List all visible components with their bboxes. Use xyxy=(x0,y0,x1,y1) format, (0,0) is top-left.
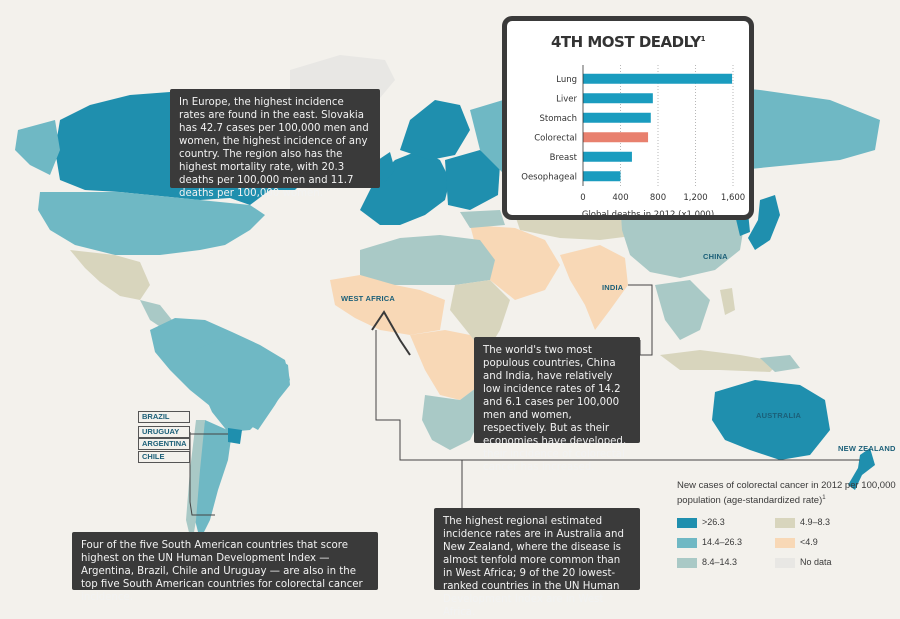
chart-bar xyxy=(583,112,651,123)
region-australia xyxy=(712,380,830,460)
legend-swatch xyxy=(775,537,795,548)
label-uruguay: URUGUAY xyxy=(138,426,190,438)
region-mexico xyxy=(70,250,150,300)
region-europe-east xyxy=(445,150,500,210)
label-west-africa: WEST AFRICA xyxy=(341,294,396,303)
region-europe-west xyxy=(360,150,450,225)
region-scandinavia xyxy=(400,100,470,160)
chart-x-axis-label: Global deaths in 2012 (x1,000) xyxy=(582,210,714,215)
region-southern-africa xyxy=(422,385,485,450)
callout-europe: In Europe, the highest incidence rates a… xyxy=(170,89,380,199)
chart-tick-label: 800 xyxy=(650,193,666,203)
connector-west-africa xyxy=(375,330,860,461)
chart-category-label: Colorectal xyxy=(534,133,577,143)
legend-items: >26.3 14.4–26.3 8.4–14.3 4.9–8.3 <4.9 No data xyxy=(677,507,897,577)
legend-item: 14.4–26.3 xyxy=(677,537,742,548)
legend-label: >26.3 xyxy=(702,517,725,528)
region-papua xyxy=(760,355,800,372)
legend-item: 4.9–8.3 xyxy=(775,517,830,528)
region-middle-east xyxy=(470,225,560,300)
region-new-zealand xyxy=(848,448,875,490)
legend-item: 8.4–14.3 xyxy=(677,557,737,568)
region-north-africa xyxy=(360,235,495,285)
legend-swatch xyxy=(677,537,697,548)
region-india xyxy=(560,245,628,330)
chart-category-label: Oesophageal xyxy=(521,172,577,182)
legend-item: No data xyxy=(775,557,832,568)
west-africa-arrow xyxy=(371,310,411,356)
label-chile: CHILE xyxy=(138,451,190,463)
chart-tick-label: 0 xyxy=(580,193,585,203)
region-argentina xyxy=(195,420,232,540)
legend-swatch xyxy=(677,557,697,568)
region-central-africa xyxy=(410,330,485,400)
chart-bar xyxy=(583,171,621,182)
legend-label: No data xyxy=(800,557,832,568)
legend-item: <4.9 xyxy=(775,537,818,548)
legend-swatch xyxy=(775,517,795,528)
legend: New cases of colorectal cancer in 2012 p… xyxy=(677,480,897,577)
legend-label: 14.4–26.3 xyxy=(702,537,743,548)
chart-title: 4TH MOST DEADLY1 xyxy=(550,33,706,51)
chart-tick-label: 1,600 xyxy=(721,193,745,203)
chart-plot: 0 400 800 1,200 1,600 Lung Liver Stomach Colorec… xyxy=(521,65,745,215)
region-southeast-asia xyxy=(655,280,710,340)
region-central-america xyxy=(140,300,172,330)
legend-label: <4.9 xyxy=(800,537,818,548)
chart-tick-label: 1,200 xyxy=(683,193,707,203)
region-alaska xyxy=(15,120,60,175)
callout-south-america: Four of the five South American countrie… xyxy=(72,532,378,603)
region-philippines xyxy=(720,288,735,315)
region-uruguay xyxy=(228,428,242,444)
region-japan xyxy=(748,195,780,250)
legend-label: 8.4–14.3 xyxy=(702,557,738,568)
chart-title-sup: 1 xyxy=(700,35,706,43)
chart-tick-label: 400 xyxy=(612,193,628,203)
callout-australia-nz: The highest regional estimated incidence… xyxy=(434,508,640,618)
legend-swatch xyxy=(775,557,795,568)
region-turkey xyxy=(460,210,505,228)
label-india: INDIA xyxy=(602,283,624,292)
label-argentina: ARGENTINA xyxy=(138,438,190,450)
chart-bar xyxy=(583,151,632,162)
chart-bar xyxy=(583,73,733,84)
chart-category-label: Lung xyxy=(556,75,577,85)
chart-bar xyxy=(583,93,653,104)
connector-south-america xyxy=(189,432,215,516)
label-new-zealand: NEW ZEALAND xyxy=(838,444,896,453)
region-west-africa xyxy=(330,275,445,335)
chart-category-label: Breast xyxy=(550,153,578,163)
legend-label: 4.9–8.3 xyxy=(800,517,831,528)
connector-china-india xyxy=(628,284,653,356)
region-brazil xyxy=(195,335,290,432)
legend-item: >26.3 xyxy=(677,517,725,528)
chart-category-label: Stomach xyxy=(540,114,577,124)
legend-title: New cases of colorectal cancer in 2012 p… xyxy=(677,480,896,507)
chart-category-label: Liver xyxy=(556,94,577,104)
region-usa xyxy=(38,192,265,255)
label-china: CHINA xyxy=(703,252,728,261)
legend-title-sup: 1 xyxy=(822,495,826,501)
region-indonesia xyxy=(660,350,780,372)
callout-china-india: The world's two most populous countries,… xyxy=(474,337,640,473)
label-brazil: BRAZIL xyxy=(138,411,190,423)
region-chile xyxy=(186,420,205,545)
deaths-chart: 4TH MOST DEADLY1 0 400 800 1,200 1,600 Lung Li… xyxy=(502,16,754,220)
region-uk xyxy=(375,152,395,182)
region-east-africa xyxy=(450,280,510,355)
legend-swatch xyxy=(677,517,697,528)
label-australia: AUSTRALIA xyxy=(756,411,802,420)
chart-bar xyxy=(583,132,649,143)
